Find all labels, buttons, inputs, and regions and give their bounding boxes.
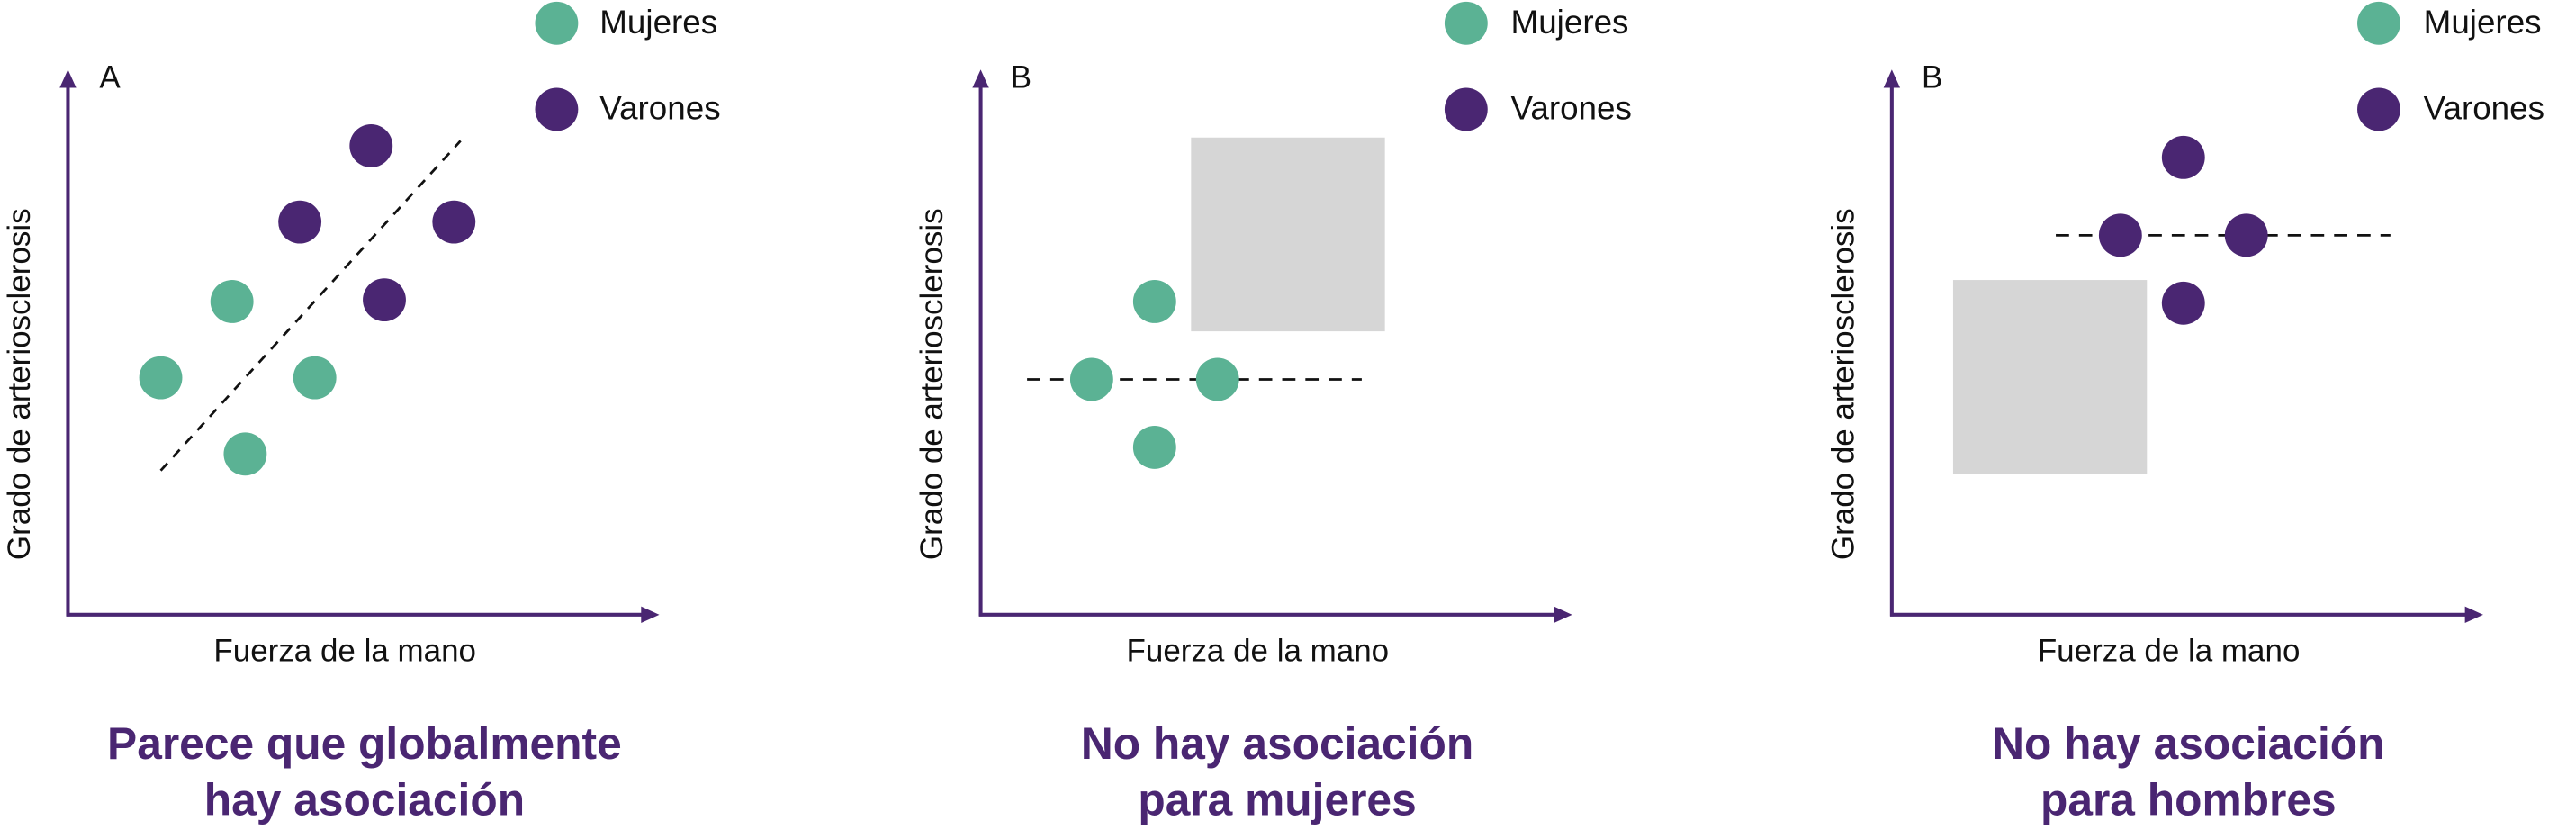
legend-mujeres-label: Mujeres [599, 5, 718, 42]
point-mujeres [1195, 357, 1239, 401]
x-axis-arrow [2464, 606, 2483, 624]
point-mujeres [1132, 280, 1176, 323]
legend-varones-marker [535, 87, 579, 131]
hidden-group-box [1952, 280, 2148, 474]
caption-line-1: No hay asociación [1080, 718, 1474, 769]
point-mujeres [223, 432, 267, 476]
point-mujeres [1132, 426, 1176, 469]
panel-letter: B [1010, 61, 1032, 96]
panel-b-hombres: B Mujeres Varones Grado de arteriosclero… [1824, 0, 2576, 830]
x-axis-label: Fuerza de la mano [213, 634, 476, 670]
point-varones [349, 124, 393, 167]
legend-varones-marker [2357, 87, 2400, 131]
caption-line-2: para hombres [2040, 775, 2337, 825]
caption: Parece que globalmente hay asociación [0, 716, 729, 828]
legend-varones-label: Varones [599, 91, 721, 128]
point-varones [2161, 135, 2205, 179]
point-varones [2224, 213, 2268, 257]
point-mujeres [1069, 357, 1113, 401]
legend-mujeres-marker [2357, 1, 2400, 45]
point-varones [2161, 281, 2205, 325]
axes [972, 69, 1572, 624]
y-axis-arrow [59, 69, 77, 88]
panel-b-hombres-plot [1883, 1, 2483, 624]
x-axis-label: Fuerza de la mano [2037, 634, 2301, 670]
trend-line [159, 140, 462, 472]
caption: No hay asociación para hombres [1824, 716, 2553, 828]
caption: No hay asociación para mujeres [913, 716, 1642, 828]
panel-a-plot [59, 1, 660, 624]
point-varones [363, 278, 406, 322]
legend-mujeres-label: Mujeres [2423, 5, 2542, 42]
panel-b-mujeres-plot [972, 1, 1572, 624]
y-axis-arrow [972, 69, 989, 88]
point-varones [432, 200, 476, 244]
y-axis-arrow [1883, 69, 1901, 88]
point-varones [278, 200, 322, 244]
caption-line-2: hay asociación [203, 775, 526, 825]
point-mujeres [293, 356, 337, 400]
legend-mujeres-marker [535, 1, 579, 45]
point-mujeres [139, 356, 183, 400]
panel-a: A Mujeres Varones Grado de arteriosclero… [0, 0, 858, 830]
x-axis-arrow [641, 606, 660, 624]
axes [59, 69, 660, 624]
y-axis-label: Grado de arteriosclerosis [915, 208, 951, 561]
axes [1883, 69, 2483, 624]
point-varones [2098, 213, 2142, 257]
panel-b-mujeres: B Mujeres Varones Grado de arteriosclero… [913, 0, 1770, 830]
legend-mujeres-marker [1444, 1, 1488, 45]
caption-line-2: para mujeres [1138, 775, 1417, 825]
panel-letter: B [1921, 61, 1943, 96]
legend-varones-marker [1444, 87, 1488, 131]
legend-mujeres-label: Mujeres [1510, 5, 1629, 42]
legend-varones-label: Varones [1510, 91, 1632, 128]
hidden-group-box [1191, 137, 1385, 332]
caption-line-1: Parece que globalmente [107, 718, 622, 769]
x-axis-arrow [1554, 606, 1572, 624]
caption-line-1: No hay asociación [1992, 718, 2385, 769]
legend-varones-label: Varones [2423, 91, 2545, 128]
x-axis-label: Fuerza de la mano [1126, 634, 1390, 670]
point-mujeres [210, 280, 254, 323]
panel-letter: A [99, 61, 121, 96]
y-axis-label: Grado de arteriosclerosis [1827, 208, 1862, 561]
y-axis-label: Grado de arteriosclerosis [3, 208, 39, 561]
